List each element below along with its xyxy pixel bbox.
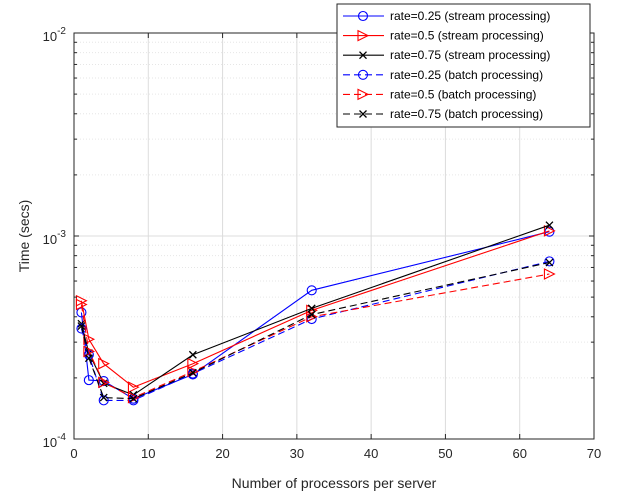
legend: rate=0.25 (stream processing) rate=0.5 (s… [336,3,591,128]
data-point [187,365,200,378]
data-point [543,224,556,237]
data-point [544,256,555,267]
data-point [543,268,556,280]
legend-label: rate=0.5 (batch processing) [390,87,536,101]
data-point [76,323,87,334]
data-point [83,345,96,358]
data-point [98,376,110,389]
data-point [127,391,140,404]
data-point [129,394,138,403]
data-point [99,393,108,402]
series-line [80,273,550,399]
data-point [83,333,96,346]
x-tick-label: 30 [290,446,304,461]
legend-label: rate=0.25 (stream processing) [390,9,550,23]
x-axis-label: Number of processors per server [232,475,437,491]
data-point [545,221,554,230]
legend-label: rate=0.25 (batch processing) [390,68,543,82]
x-tick-label: 10 [141,446,155,461]
legend-marker [357,29,370,42]
x-tick-label: 20 [215,446,229,461]
y-tick-label: 10-3 [43,229,67,247]
legend-box [336,3,591,128]
legend-marker [357,69,369,80]
legend-marker [357,88,370,101]
data-point [188,368,197,377]
x-tick-label: 60 [512,446,526,461]
x-tick-label: 50 [438,446,452,461]
ticks: 0 10 20 30 40 50 60 70 10-4 10-3 10-2 [43,26,602,461]
x-tick-label: 0 [70,446,77,461]
data-point [307,304,316,313]
x-tick-label: 40 [364,446,378,461]
legend-label: rate=0.5 (stream processing) [390,29,544,43]
data-point [188,350,197,359]
x-tick-label: 70 [587,446,601,461]
data-point [545,258,554,267]
data-point [84,354,93,363]
data-point [306,285,317,296]
data-point [77,322,86,331]
data-point [98,395,109,406]
data-point [75,298,88,311]
legend-marker [357,10,369,22]
legend-marker [359,51,367,60]
data-point [98,357,110,370]
data-point [83,375,94,386]
data-point [187,357,200,370]
data-point [127,381,140,394]
y-tick-label: 10-2 [43,26,67,44]
y-tick-label: 10-4 [43,432,67,450]
legend-marker [359,110,367,118]
series-line [80,230,550,388]
series-layer [75,221,556,406]
legend-label: rate=0.75 (stream processing) [390,48,550,62]
legend-label: rate=0.75 (batch processing) [390,107,543,121]
data-point [307,310,316,319]
y-axis-label: Time (secs) [16,200,32,273]
